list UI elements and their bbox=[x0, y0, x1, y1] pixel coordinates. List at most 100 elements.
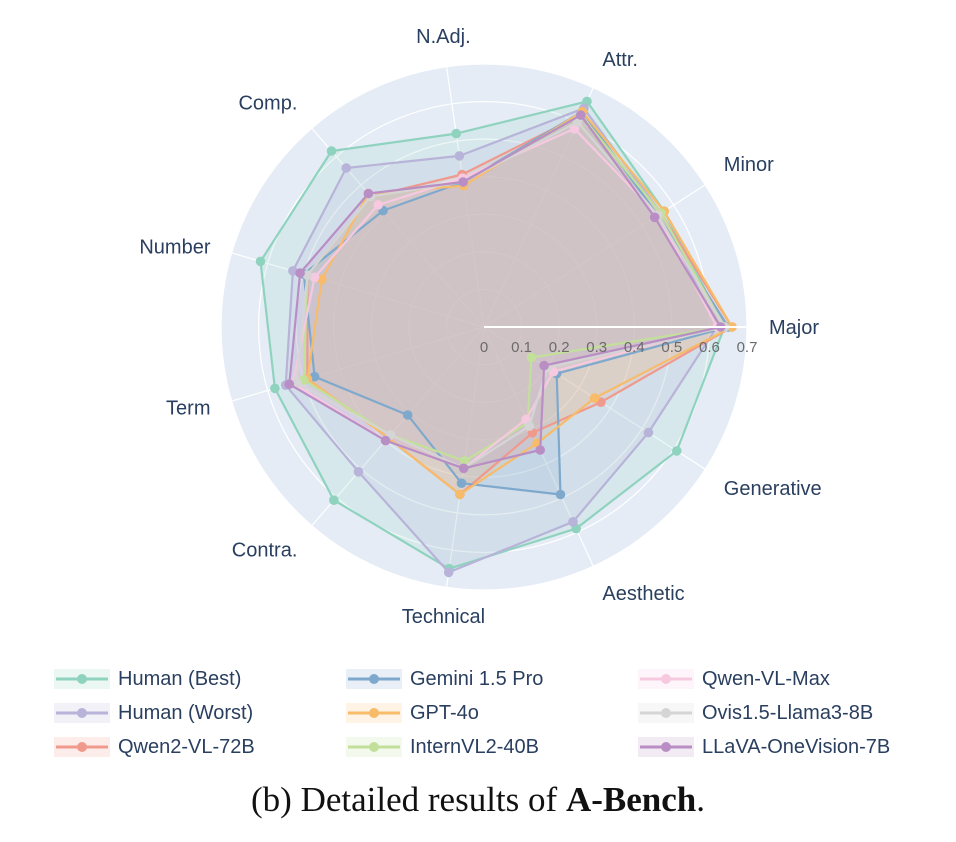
radial-tick-label: 0.4 bbox=[624, 339, 645, 356]
data-point bbox=[524, 421, 535, 431]
data-point bbox=[317, 274, 327, 285]
data-point bbox=[451, 128, 462, 139]
series-line bbox=[288, 113, 722, 470]
data-point bbox=[270, 383, 280, 394]
legend-swatch-marker bbox=[661, 742, 671, 752]
data-point bbox=[460, 456, 470, 466]
legend-swatch bbox=[638, 737, 694, 757]
data-point bbox=[455, 489, 465, 500]
data-point bbox=[443, 567, 454, 578]
series-line bbox=[306, 110, 734, 496]
data-point bbox=[284, 379, 295, 390]
legend-item: InternVL2-40B bbox=[344, 734, 636, 760]
series-line bbox=[291, 127, 719, 470]
legend-label: GPT-4o bbox=[410, 701, 479, 724]
data-point bbox=[458, 463, 469, 474]
series-line bbox=[302, 110, 730, 496]
legend-swatch bbox=[638, 669, 694, 689]
legend-item: GPT-4o bbox=[344, 700, 636, 726]
axis-label: Comp. bbox=[238, 93, 297, 115]
legend-item: Ovis1.5-Llama3-8B bbox=[636, 700, 936, 726]
grid-spoke bbox=[483, 184, 706, 328]
legend-label: LLaVA-OneVision-7B bbox=[702, 735, 891, 758]
legend-swatch-marker bbox=[661, 708, 671, 718]
legend-item: Qwen2-VL-72B bbox=[52, 734, 344, 760]
data-point bbox=[402, 410, 413, 420]
legend-item: Human (Worst) bbox=[52, 700, 344, 726]
data-point bbox=[568, 517, 578, 527]
data-point bbox=[672, 446, 682, 456]
legend-swatch-marker bbox=[369, 674, 379, 684]
data-point bbox=[302, 270, 313, 280]
axis-label: Technical bbox=[402, 606, 485, 628]
radial-tick-label: 0.2 bbox=[549, 339, 570, 356]
legend-item: Qwen-VL-Max bbox=[636, 666, 936, 692]
series-line bbox=[259, 100, 726, 570]
data-point bbox=[643, 427, 654, 438]
legend-swatch-marker bbox=[77, 708, 87, 718]
radial-tick-label: 0.1 bbox=[511, 339, 532, 356]
legend-item: LLaVA-OneVision-7B bbox=[636, 734, 936, 760]
axis-label: Major bbox=[769, 317, 819, 339]
axis-label: Aesthetic bbox=[602, 583, 684, 605]
data-point bbox=[353, 467, 364, 477]
legend-swatch-marker bbox=[369, 708, 379, 718]
series-line bbox=[284, 107, 719, 574]
legend-swatch bbox=[54, 737, 110, 757]
legend-label: InternVL2-40B bbox=[410, 735, 539, 758]
data-point bbox=[539, 360, 549, 371]
legend-swatch-marker bbox=[369, 742, 379, 752]
legend-label: Gemini 1.5 Pro bbox=[410, 667, 544, 690]
legend-swatch-marker bbox=[77, 674, 87, 684]
data-point bbox=[454, 151, 465, 161]
legend-swatch-marker bbox=[661, 674, 671, 684]
series-area bbox=[303, 111, 729, 495]
figure-caption: (b) Detailed results of A-Bench. bbox=[0, 780, 956, 820]
axis-label: Generative bbox=[724, 478, 822, 500]
series-line bbox=[302, 113, 726, 462]
legend-swatch bbox=[346, 737, 402, 757]
axis-label: Minor bbox=[724, 154, 774, 176]
series-area bbox=[307, 115, 732, 495]
radial-tick-label: 0.5 bbox=[661, 339, 682, 356]
caption-suffix: . bbox=[696, 780, 705, 819]
legend-label: Qwen-VL-Max bbox=[702, 667, 830, 690]
data-point bbox=[341, 163, 352, 173]
data-point bbox=[299, 375, 309, 385]
series-area bbox=[289, 115, 721, 469]
data-point bbox=[373, 200, 384, 210]
series-area bbox=[292, 128, 717, 469]
series-area bbox=[285, 108, 717, 573]
grid-spoke bbox=[445, 66, 485, 328]
series-line bbox=[295, 120, 726, 470]
legend-swatch bbox=[346, 669, 402, 689]
data-point bbox=[291, 377, 302, 387]
legend-swatch bbox=[54, 703, 110, 723]
series-area bbox=[296, 121, 725, 469]
legend-label: Qwen2-VL-72B bbox=[118, 735, 255, 758]
data-point bbox=[329, 495, 339, 506]
legend-swatch bbox=[346, 703, 402, 723]
data-point bbox=[255, 256, 266, 267]
legend-label: Ovis1.5-Llama3-8B bbox=[702, 701, 874, 724]
data-point bbox=[576, 110, 586, 120]
data-point bbox=[526, 352, 537, 363]
legend-swatch-marker bbox=[77, 742, 87, 752]
legend-label: Human (Best) bbox=[118, 667, 242, 690]
radar-chart: 0 0.1 0.2 0.3 0.4 0.5 0.6 0.7 Major Minor Attr. N.A… bbox=[139, 26, 822, 628]
data-point bbox=[380, 435, 391, 446]
legend: Human (Best) Gemini 1.5 Pro Qwen-VL-Max Hum… bbox=[52, 666, 932, 760]
grid-spoke bbox=[311, 127, 485, 328]
legend-swatch bbox=[638, 703, 694, 723]
radial-tick-label: 0.3 bbox=[586, 339, 607, 356]
axis-label: N.Adj. bbox=[416, 26, 470, 48]
data-point bbox=[295, 268, 305, 278]
data-point bbox=[288, 266, 298, 276]
series-area bbox=[307, 111, 732, 495]
data-point bbox=[309, 272, 320, 283]
caption-bold: A-Bench bbox=[565, 780, 697, 819]
data-point bbox=[326, 146, 337, 156]
grid-spoke bbox=[311, 326, 485, 527]
axis-label: Attr. bbox=[602, 49, 638, 71]
data-point bbox=[555, 489, 566, 500]
